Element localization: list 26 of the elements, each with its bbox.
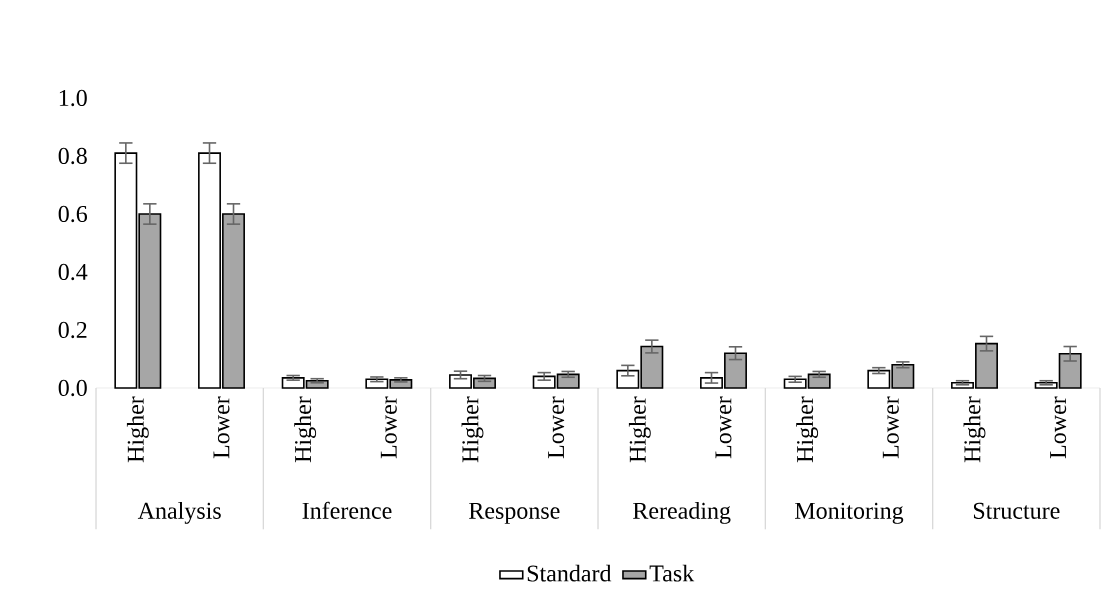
text: Rereading: [633, 501, 731, 524]
y-tick-label: 0.8: [58, 147, 87, 165]
legend-label: Task: [649, 564, 695, 582]
y-tick-label: 1.0: [59, 89, 87, 107]
legend-label: Standard: [527, 564, 612, 582]
y-tick-label: 0.6: [58, 205, 88, 223]
text: Structure: [973, 502, 1060, 519]
x-tick-label: Lower: [1050, 396, 1067, 459]
y-tick-label: 0.4: [58, 263, 88, 281]
x-tick-label: Higher: [628, 396, 651, 463]
text: Monitoring: [795, 502, 904, 524]
x-tick-label: Higher: [294, 396, 317, 463]
x-tick-label: Lower: [213, 396, 230, 459]
text: Analysis: [137, 501, 221, 524]
x-tick-label: Higher: [963, 396, 986, 463]
x-tick-label: Lower: [548, 396, 565, 459]
y-tick-label: 0.2: [58, 321, 87, 339]
x-tick-label: Lower: [380, 396, 397, 459]
text: Response: [469, 502, 560, 524]
x-tick-label: Lower: [882, 396, 899, 459]
text: Inference: [302, 501, 392, 519]
x-tick-label: Higher: [461, 396, 484, 463]
y-tick-label: 0.0: [58, 379, 87, 397]
x-tick-label: Higher: [796, 396, 819, 463]
x-tick-label: Lower: [715, 396, 732, 459]
x-tick-label: Higher: [126, 396, 149, 463]
